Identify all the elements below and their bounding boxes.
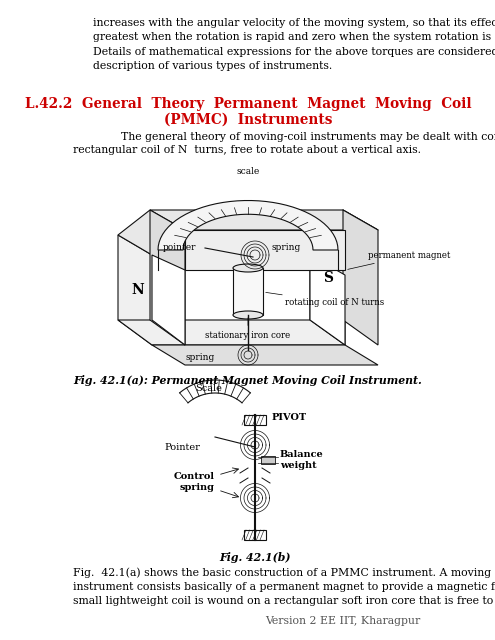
Text: Pointer: Pointer — [164, 442, 200, 451]
Polygon shape — [152, 255, 185, 345]
Polygon shape — [244, 530, 266, 540]
Text: increases with the angular velocity of the moving system, so that its effect is
: increases with the angular velocity of t… — [93, 18, 495, 71]
Polygon shape — [152, 345, 378, 365]
Text: Fig.  42.1(a) shows the basic construction of a PMMC instrument. A moving coil
i: Fig. 42.1(a) shows the basic constructio… — [73, 567, 495, 606]
Polygon shape — [310, 255, 345, 345]
Text: Scale: Scale — [195, 384, 222, 393]
Polygon shape — [310, 210, 378, 255]
Text: scale: scale — [237, 167, 259, 176]
Text: L.42.2  General  Theory  Permanent  Magnet  Moving  Coil: L.42.2 General Theory Permanent Magnet M… — [25, 97, 471, 111]
Text: Fig. 42.1(b): Fig. 42.1(b) — [219, 552, 291, 563]
Polygon shape — [244, 415, 266, 425]
Text: rotating coil of N turns: rotating coil of N turns — [266, 292, 384, 307]
Text: stationary iron core: stationary iron core — [205, 318, 291, 340]
Polygon shape — [185, 230, 345, 270]
Text: rectangular coil of N  turns, free to rotate about a vertical axis.: rectangular coil of N turns, free to rot… — [73, 145, 421, 155]
Text: permanent magnet: permanent magnet — [347, 251, 450, 269]
Polygon shape — [118, 235, 152, 345]
Text: Control
spring: Control spring — [174, 472, 215, 492]
Polygon shape — [150, 210, 185, 345]
Polygon shape — [310, 235, 345, 345]
Text: Version 2 EE IIT, Kharagpur: Version 2 EE IIT, Kharagpur — [265, 616, 420, 626]
Ellipse shape — [233, 264, 263, 272]
Polygon shape — [343, 210, 378, 345]
Text: pointer: pointer — [162, 243, 196, 253]
Polygon shape — [118, 320, 345, 345]
Text: (PMMC)  Instruments: (PMMC) Instruments — [164, 113, 332, 127]
Text: spring: spring — [272, 243, 301, 253]
Text: Fig. 42.1(a): Permanent Magnet Moving Coil Instrument.: Fig. 42.1(a): Permanent Magnet Moving Co… — [74, 375, 422, 386]
Polygon shape — [261, 456, 275, 464]
Polygon shape — [233, 268, 263, 315]
Text: N: N — [132, 283, 145, 297]
Text: spring: spring — [186, 353, 215, 362]
Polygon shape — [150, 210, 378, 230]
Ellipse shape — [233, 311, 263, 319]
Polygon shape — [118, 210, 185, 255]
Text: The general theory of moving-coil instruments may be dealt with considering a: The general theory of moving-coil instru… — [93, 132, 495, 142]
Text: S: S — [323, 271, 333, 285]
Text: Balance
weight: Balance weight — [280, 451, 324, 470]
Text: PIVOT: PIVOT — [272, 413, 307, 422]
Polygon shape — [158, 200, 338, 250]
